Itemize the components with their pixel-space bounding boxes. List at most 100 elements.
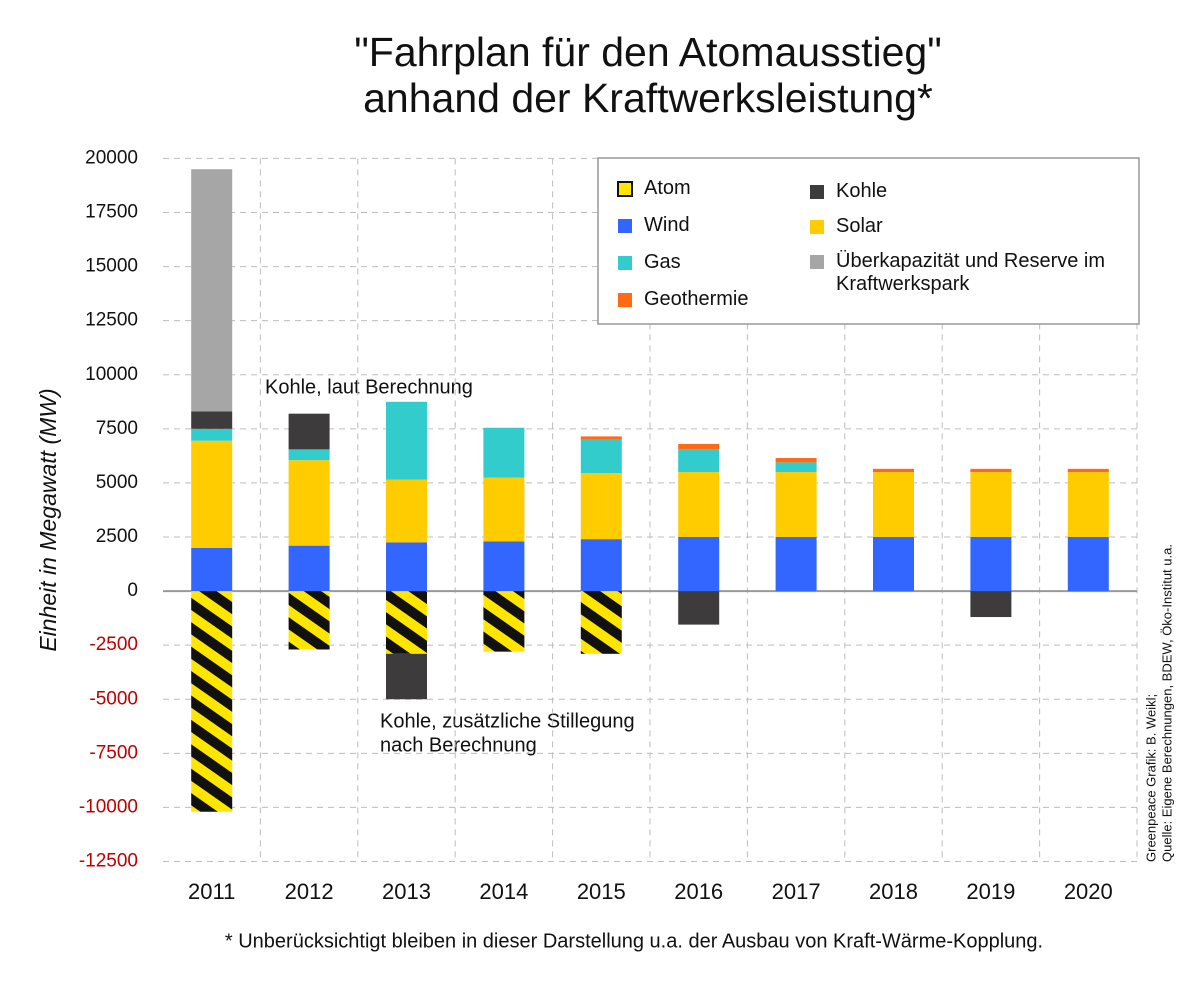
source: Quelle: Eigene Berechnungen, BDEW, Öko-I… xyxy=(1159,544,1174,862)
bar-segment xyxy=(483,541,525,592)
legend-label: Atom xyxy=(644,177,691,199)
bar-segment xyxy=(970,472,1012,537)
x-tick-label: 2020 xyxy=(1064,879,1113,904)
x-tick-label: 2018 xyxy=(869,879,918,904)
legend-item: Kohle xyxy=(836,180,888,202)
x-tick-label: 2014 xyxy=(479,879,528,904)
bar-segment xyxy=(386,653,427,700)
bar-segment xyxy=(288,449,330,461)
bar-segment xyxy=(483,427,525,478)
x-tick-label: 2011 xyxy=(188,879,235,904)
y-tick-label: -12500 xyxy=(79,851,138,872)
y-tick-label: 15000 xyxy=(85,256,138,277)
legend-swatch xyxy=(810,255,824,269)
annotation: nach Berechnung xyxy=(380,734,537,756)
y-tick-label: 0 xyxy=(127,580,138,601)
bar-segment xyxy=(775,462,817,473)
legend-swatch xyxy=(618,293,632,307)
x-tick-label: 2015 xyxy=(577,879,626,904)
x-tick-label: 2016 xyxy=(674,879,723,904)
bar-segment xyxy=(678,472,720,537)
source: Greenpeace Grafik: B. Weikl; xyxy=(1143,694,1158,862)
chart-title: "Fahrplan für den Atomausstieg" xyxy=(354,29,942,75)
y-axis-label: Einheit in Megawatt (MW) xyxy=(35,388,61,651)
y-tick-label: -5000 xyxy=(89,688,138,709)
legend-box xyxy=(597,157,1140,325)
bar-segment xyxy=(191,411,233,429)
bar-segment xyxy=(483,591,525,652)
bar-segment xyxy=(386,479,427,543)
x-tick-label: 2019 xyxy=(966,879,1015,904)
bar-segment xyxy=(970,591,1012,618)
bar-segment xyxy=(775,458,817,463)
y-tick-label: 2500 xyxy=(96,526,138,547)
bar-segment xyxy=(386,401,427,480)
legend-item: Geothermie xyxy=(644,288,749,310)
bar-segment xyxy=(288,413,330,450)
bar-segment xyxy=(288,591,330,650)
legend-item: Atom xyxy=(644,177,691,199)
legend-label: Geothermie xyxy=(644,288,749,310)
y-tick-label: 7500 xyxy=(96,418,138,439)
legend-label: Kohle xyxy=(836,180,888,202)
bar-segment xyxy=(775,472,817,537)
x-tick-label: 2012 xyxy=(285,879,334,904)
bar-segment xyxy=(678,449,720,473)
bar-segment xyxy=(873,468,914,473)
y-tick-label: 10000 xyxy=(85,364,138,385)
bar-segment xyxy=(775,536,817,592)
annotation: Kohle, zusätzliche Stillegung xyxy=(380,710,635,732)
bar-segment xyxy=(970,468,1012,473)
bar-segment xyxy=(580,591,622,654)
bar-segment xyxy=(678,443,720,450)
bar-segment xyxy=(1067,536,1109,592)
legend-item: Wind xyxy=(644,214,690,236)
bar-segment xyxy=(873,472,914,537)
legend-label: Solar xyxy=(836,215,883,237)
legend-item: Solar xyxy=(836,215,883,237)
legend-label: Wind xyxy=(644,214,690,236)
bar-segment xyxy=(191,169,233,412)
bar-segment xyxy=(386,591,427,654)
bar-segment xyxy=(970,536,1012,592)
bar-segment xyxy=(386,542,427,592)
bar-segment xyxy=(873,536,914,592)
legend-item: Überkapazität und Reserve im Kraftwerksp… xyxy=(836,250,1106,295)
bar-segment xyxy=(1067,472,1109,537)
legend-swatch xyxy=(617,181,633,197)
legend-swatch xyxy=(618,219,632,233)
bar-segment xyxy=(191,428,233,441)
bar-segment xyxy=(580,473,622,540)
bar-segment xyxy=(191,440,233,548)
legend-item: Gas xyxy=(644,251,681,273)
y-tick-label: 20000 xyxy=(85,147,138,168)
bar-segment xyxy=(580,439,622,474)
bar-segment xyxy=(483,477,525,542)
y-tick-label: 12500 xyxy=(85,310,138,331)
y-tick-label: 5000 xyxy=(96,472,138,493)
legend-label: Überkapazität und Reserve im Kraftwerksp… xyxy=(836,250,1106,295)
annotation: Kohle, laut Berechnung xyxy=(265,376,473,398)
bar-segment xyxy=(678,591,720,625)
y-tick-label: 17500 xyxy=(85,202,138,223)
y-tick-label: -2500 xyxy=(89,634,138,655)
bar-segment xyxy=(191,547,233,592)
legend-swatch xyxy=(810,185,824,199)
y-tick-label: -7500 xyxy=(89,742,138,763)
x-tick-label: 2013 xyxy=(382,879,431,904)
bar-segment xyxy=(191,591,233,812)
footnote: * Unberücksichtigt bleiben in dieser Dar… xyxy=(225,930,1043,952)
legend-swatch xyxy=(618,256,632,270)
x-tick-label: 2017 xyxy=(772,879,821,904)
bar-segment xyxy=(580,539,622,592)
chart-title: anhand der Kraftwerksleistung* xyxy=(363,75,933,121)
bar-segment xyxy=(580,436,622,440)
legend-label: Gas xyxy=(644,251,681,273)
y-tick-label: -10000 xyxy=(79,796,138,817)
legend-swatch xyxy=(810,220,824,234)
bar-segment xyxy=(288,460,330,546)
bar-segment xyxy=(678,536,720,592)
bar-segment xyxy=(288,545,330,592)
bar-segment xyxy=(1067,468,1109,473)
